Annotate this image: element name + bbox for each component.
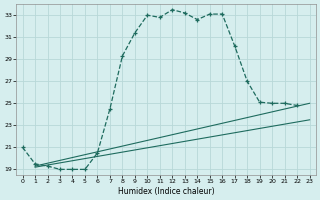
X-axis label: Humidex (Indice chaleur): Humidex (Indice chaleur): [118, 187, 214, 196]
